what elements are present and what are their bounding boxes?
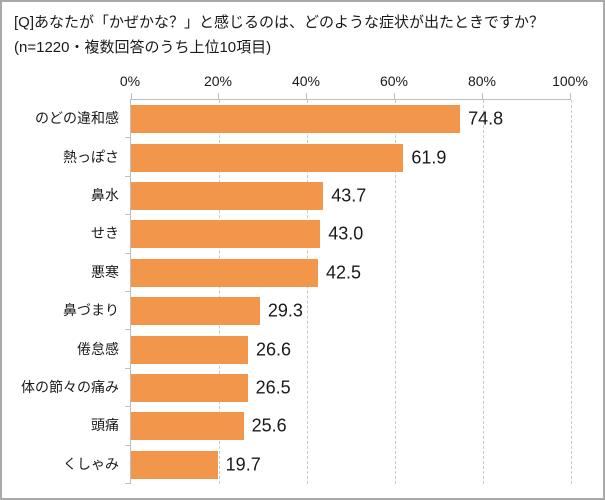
bar-row: 19.7: [125, 446, 571, 484]
bar: [131, 105, 461, 134]
bar: [131, 297, 260, 326]
x-axis-tick: [482, 93, 483, 100]
category-labels: のどの違和感熱っぽさ鼻水せき悪寒鼻づまり倦怠感体の節々の痛み頭痛くしゃみ: [2, 99, 130, 484]
category-label: 頭痛: [91, 417, 119, 434]
bar: [131, 373, 248, 402]
value-label: 29.3: [267, 300, 303, 321]
x-axis-tick-label: 60%: [379, 73, 409, 89]
chart-header: [Q]あなたが「かぜかな？」と感じるのは、どのような症状が出たときですか？ (n…: [2, 2, 603, 60]
bar: [131, 412, 244, 441]
category-label: 鼻水: [91, 186, 119, 203]
row-tick: [125, 406, 131, 408]
gridline: [307, 100, 308, 484]
x-axis-tick-label: 0%: [119, 73, 141, 89]
x-axis-tick: [218, 93, 219, 100]
row-tick: [125, 329, 131, 331]
question-title: [Q]あなたが「かぜかな？」と感じるのは、どのような症状が出たときですか？: [14, 14, 545, 31]
category-label: のどの違和感: [35, 110, 119, 127]
bar: [131, 181, 324, 210]
bar-row: 29.3: [125, 292, 571, 331]
bar-row: 25.6: [125, 407, 571, 446]
chart-body: のどの違和感熱っぽさ鼻水せき悪寒鼻づまり倦怠感体の節々の痛み頭痛くしゃみ 74.…: [2, 93, 603, 484]
bar: [131, 220, 321, 249]
row-tick: [125, 252, 131, 254]
value-label: 19.7: [225, 454, 261, 475]
value-label: 61.9: [411, 147, 447, 168]
x-axis-tick: [131, 93, 132, 100]
category-label: 悪寒: [91, 263, 119, 280]
bar-row: 26.6: [125, 330, 571, 369]
bar: [131, 450, 218, 479]
x-axis: 0% 20% 40% 60% 80% 100%: [120, 60, 588, 99]
value-label: 26.5: [255, 377, 291, 398]
category-label: 熱っぽさ: [63, 148, 119, 165]
value-label: 43.0: [328, 223, 364, 244]
bar-row: 43.7: [125, 177, 571, 216]
row-tick: [125, 175, 131, 177]
value-label: 26.6: [256, 339, 292, 360]
x-axis-tick: [394, 93, 395, 100]
row-tick: [125, 137, 131, 139]
bar: [131, 258, 318, 287]
bar-row: 74.8: [125, 100, 571, 139]
bar-row: 26.5: [125, 369, 571, 408]
bar-row: 61.9: [125, 138, 571, 177]
category-label: くしゃみ: [63, 455, 119, 472]
category-label: せき: [91, 225, 119, 242]
value-label: 74.8: [468, 108, 504, 129]
gridline: [219, 100, 220, 484]
sample-note: (n=1220・複数回答のうち上位10項目): [14, 39, 272, 56]
row-tick: [125, 290, 131, 292]
row-tick: [125, 214, 131, 216]
x-axis-tick-label: 40%: [291, 73, 321, 89]
bar-row: 42.5: [125, 254, 571, 292]
gridline: [395, 100, 396, 484]
value-label: 42.5: [326, 262, 362, 283]
bar-row: 43.0: [125, 215, 571, 254]
x-axis-tick-label: 80%: [467, 73, 497, 89]
bar: [131, 143, 404, 172]
x-axis-tick-label: 20%: [203, 73, 233, 89]
bar: [131, 335, 249, 364]
category-label: 倦怠感: [77, 340, 119, 357]
gridline: [571, 100, 572, 484]
value-label: 43.7: [331, 185, 367, 206]
row-tick: [125, 482, 131, 484]
category-label: 体の節々の痛み: [21, 378, 119, 395]
x-axis-tick: [306, 93, 307, 100]
x-axis-tick-label: 100%: [552, 73, 588, 89]
category-label: 鼻づまり: [63, 302, 119, 319]
row-tick: [125, 367, 131, 369]
gridline: [483, 100, 484, 484]
value-label: 25.6: [251, 415, 287, 436]
plot-area: 74.8 61.9 43.7 43.0 42.5 29.3 26.6 26.5 25.6 19.7: [125, 93, 572, 484]
x-axis-tick: [570, 93, 571, 100]
row-tick: [125, 444, 131, 446]
